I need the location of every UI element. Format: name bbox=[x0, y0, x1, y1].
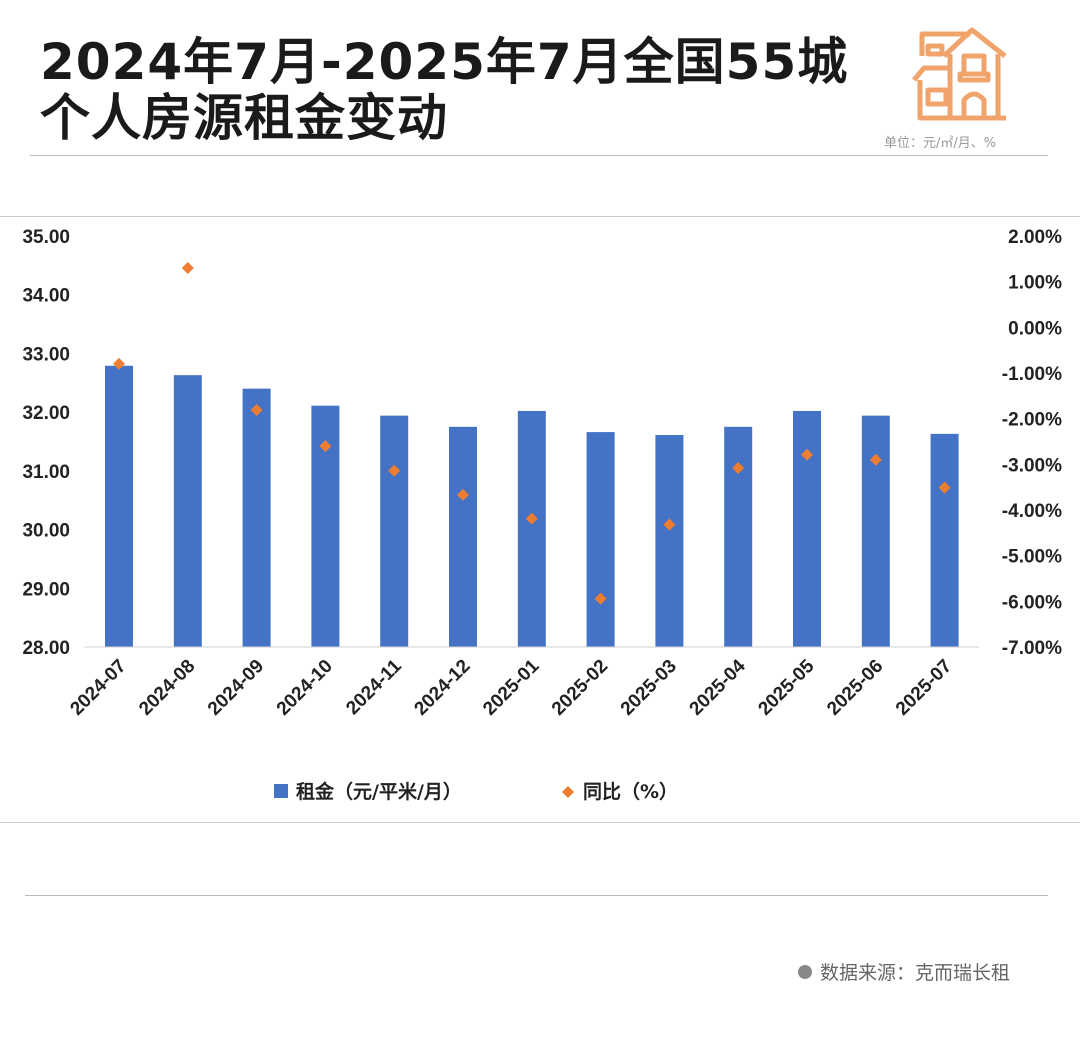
house-icon bbox=[912, 27, 1007, 121]
source-note: 数据来源：克而瑞长租 bbox=[797, 958, 1010, 985]
bar bbox=[105, 365, 133, 647]
data-point bbox=[388, 464, 401, 477]
data-point bbox=[457, 488, 469, 501]
left-axis-tick: 35.00 bbox=[22, 227, 70, 248]
legend-point-swatch bbox=[562, 786, 574, 798]
x-axis-tick: 2025-06 bbox=[823, 656, 887, 720]
right-axis-tick: -4.00% bbox=[1002, 501, 1062, 522]
x-axis-tick: 2025-04 bbox=[686, 655, 750, 719]
x-axis-tick: 2024-09 bbox=[204, 656, 268, 720]
bar bbox=[173, 375, 202, 647]
bullet-icon bbox=[797, 964, 812, 979]
data-point bbox=[594, 592, 607, 605]
x-axis-tick: 2024-08 bbox=[135, 656, 199, 720]
right-axis-tick: 2.00% bbox=[1008, 227, 1062, 248]
x-axis-tick: 2025-01 bbox=[479, 655, 543, 719]
left-axis-tick: 28.00 bbox=[22, 638, 70, 659]
legend-label: 租金（元/平米/月） bbox=[296, 780, 462, 803]
data-point bbox=[181, 261, 194, 274]
bar bbox=[861, 415, 890, 647]
left-axis-tick: 32.00 bbox=[22, 403, 70, 424]
left-axis-tick: 31.00 bbox=[22, 462, 70, 483]
bar bbox=[380, 415, 409, 647]
divider bbox=[0, 216, 1080, 217]
data-point bbox=[732, 461, 745, 474]
left-axis-tick: 29.00 bbox=[22, 579, 70, 600]
bar bbox=[586, 432, 615, 647]
x-axis-tick: 2024-10 bbox=[273, 656, 337, 720]
bar bbox=[449, 426, 477, 647]
right-axis-tick: -7.00% bbox=[1002, 638, 1062, 659]
x-axis-tick: 2024-12 bbox=[410, 656, 474, 720]
legend-bar-swatch bbox=[274, 784, 288, 798]
right-axis-tick: -2.00% bbox=[1002, 410, 1062, 431]
divider bbox=[0, 822, 1080, 823]
bar bbox=[724, 426, 753, 647]
data-point bbox=[663, 518, 676, 531]
bar bbox=[930, 433, 959, 647]
x-axis-tick: 2024-11 bbox=[342, 655, 406, 719]
x-axis-tick: 2024-07 bbox=[66, 656, 130, 720]
left-axis-tick: 30.00 bbox=[22, 521, 70, 542]
data-point bbox=[250, 403, 263, 416]
data-point bbox=[319, 440, 332, 453]
legend-label: 同比（%） bbox=[583, 780, 678, 803]
bar bbox=[517, 410, 546, 647]
right-axis-tick: -5.00% bbox=[1002, 547, 1062, 568]
divider bbox=[30, 155, 1048, 156]
data-point bbox=[869, 453, 882, 466]
right-axis-tick: 1.00% bbox=[1008, 273, 1062, 294]
data-point bbox=[525, 512, 538, 525]
right-axis-tick: -3.00% bbox=[1002, 455, 1062, 476]
divider bbox=[25, 895, 1048, 896]
source-text: 数据来源：克而瑞长租 bbox=[819, 962, 1010, 984]
right-axis-tick: -6.00% bbox=[1002, 592, 1062, 613]
bar bbox=[655, 435, 684, 647]
title-line-2: 个人房源租金变动 bbox=[40, 89, 448, 147]
left-axis-tick: 34.00 bbox=[22, 286, 70, 307]
data-point bbox=[113, 357, 125, 370]
x-axis-tick: 2025-07 bbox=[892, 656, 956, 720]
x-axis-tick: 2025-05 bbox=[754, 655, 818, 719]
page-title: 2024年7月-2025年7月全国55城 个人房源租金变动 bbox=[40, 34, 848, 146]
right-axis-tick: -1.00% bbox=[1002, 364, 1062, 385]
data-point bbox=[938, 481, 951, 494]
left-axis-tick: 33.00 bbox=[22, 344, 70, 365]
bar bbox=[242, 388, 271, 647]
unit-label: 单位：元/㎡/月、% bbox=[884, 136, 997, 151]
title-line-1: 2024年7月-2025年7月全国55城 bbox=[40, 33, 849, 91]
x-axis-tick: 2025-03 bbox=[617, 656, 681, 720]
data-point bbox=[801, 448, 813, 461]
x-axis-tick: 2025-02 bbox=[548, 656, 612, 720]
bar bbox=[793, 410, 821, 647]
right-axis-tick: 0.00% bbox=[1008, 318, 1062, 339]
